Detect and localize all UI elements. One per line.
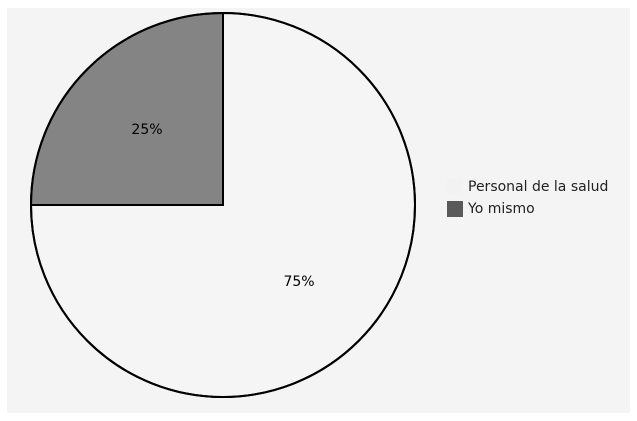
pie-slices (29, 11, 416, 398)
pie-outline (30, 12, 416, 398)
legend-label-yo-mismo: Yo mismo (468, 201, 535, 217)
slice-label-personal-de-la-salud: 75% (283, 274, 314, 290)
slice-label-yo-mismo: 25% (131, 122, 162, 138)
legend: Personal de la salud Yo mismo (447, 178, 608, 222)
pie-labels: 75% 25% (131, 122, 314, 290)
legend-label-personal-de-la-salud: Personal de la salud (468, 179, 609, 195)
legend-item-personal-de-la-salud: Personal de la salud (447, 178, 608, 196)
legend-swatch-yo-mismo (447, 201, 463, 217)
pie-slice-yo-mismo (29, 11, 224, 206)
legend-swatch-personal-de-la-salud (447, 179, 463, 195)
legend-item-yo-mismo: Yo mismo (447, 200, 608, 218)
